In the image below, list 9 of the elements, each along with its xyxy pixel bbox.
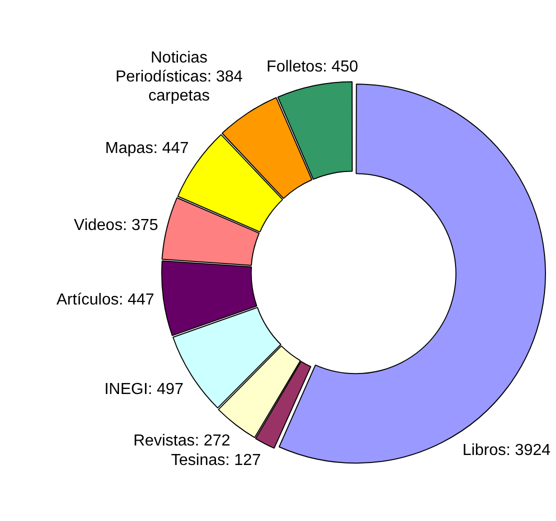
slice-label: Videos: 375	[74, 217, 158, 234]
slice-label: Revistas: 272	[133, 432, 230, 450]
slice-label: Tesinas: 127	[171, 452, 261, 469]
slice-label: Folletos: 450	[266, 58, 358, 76]
slice-label: INEGI: 497	[104, 380, 184, 398]
slice-label: Libros: 3924	[462, 442, 551, 459]
slice-label: Mapas: 447	[105, 140, 189, 157]
slice-label: Noticias Periodísticas: 384 carpetas	[115, 49, 243, 104]
slice-label: Artículos: 447	[56, 291, 154, 308]
